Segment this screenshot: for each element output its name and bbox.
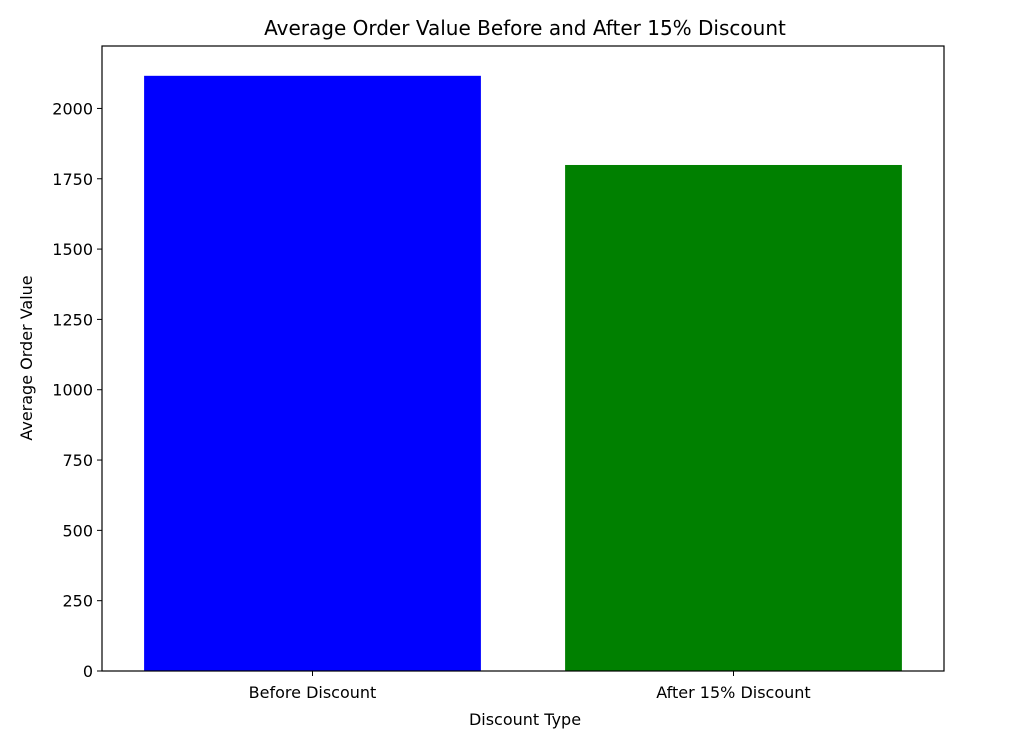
y-tick-label: 1250 — [52, 310, 93, 329]
bar-after-15-discount — [565, 164, 902, 671]
chart-title: Average Order Value Before and After 15%… — [264, 16, 786, 40]
y-tick-label: 250 — [62, 592, 93, 611]
plot-frame — [101, 45, 945, 672]
bar-before-discount — [144, 75, 481, 671]
y-tick-label: 0 — [83, 662, 93, 681]
y-tick-label: 750 — [62, 451, 93, 470]
y-tick-label: 2000 — [52, 99, 93, 118]
x-tick-label: After 15% Discount — [656, 683, 810, 702]
x-tick-label: Before Discount — [249, 683, 377, 702]
y-tick-label: 500 — [62, 521, 93, 540]
x-axis-label: Discount Type — [469, 710, 581, 729]
y-tick-label: 1000 — [52, 381, 93, 400]
y-tick-label: 1750 — [52, 170, 93, 189]
y-axis-label: Average Order Value — [17, 275, 36, 440]
y-tick-label: 1500 — [52, 240, 93, 259]
y-axis: 0 250 500 750 1000 1250 1500 1750 2000 — [52, 99, 102, 681]
x-axis: Before Discount After 15% Discount — [249, 671, 811, 702]
bars-layer — [144, 75, 902, 671]
